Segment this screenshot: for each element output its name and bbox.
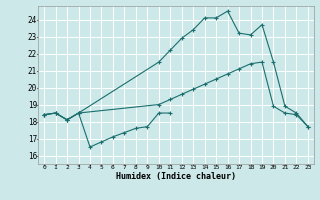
X-axis label: Humidex (Indice chaleur): Humidex (Indice chaleur) (116, 172, 236, 181)
